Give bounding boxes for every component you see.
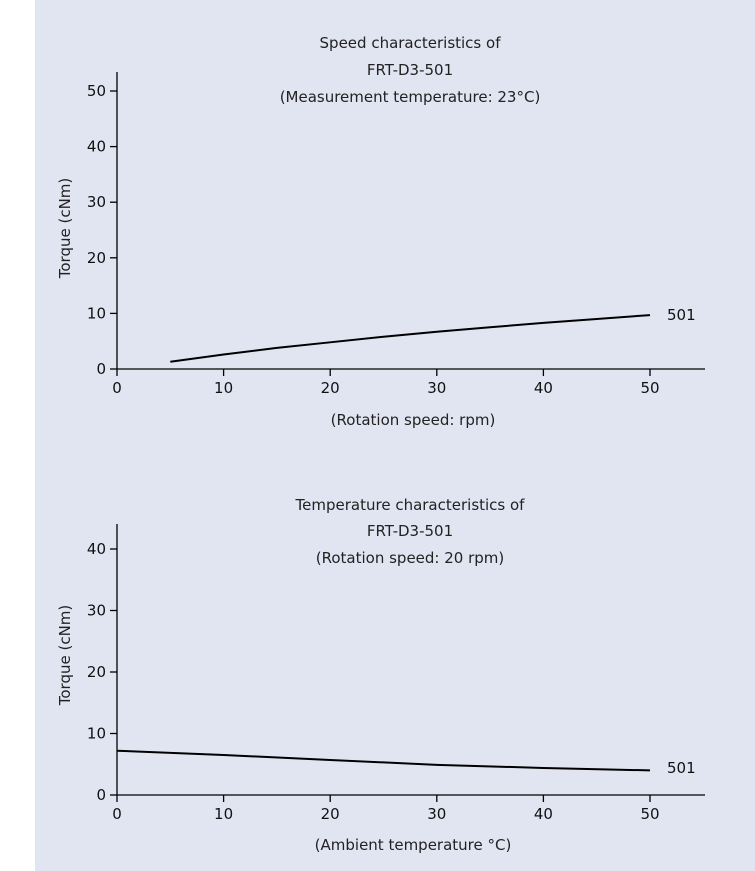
x-tick-label: 0 — [112, 379, 122, 397]
x-axis-label: (Rotation speed: rpm) — [331, 411, 496, 429]
y-tick-label: 30 — [87, 602, 106, 620]
y-tick-label: 20 — [87, 663, 106, 681]
y-tick-label: 10 — [87, 725, 106, 743]
y-tick-label: 30 — [87, 193, 106, 211]
chart-title-line-2: FRT-D3-501 — [367, 61, 453, 79]
chart-title-line-2: FRT-D3-501 — [367, 522, 453, 540]
x-ticks: 0 10 20 30 40 50 — [112, 369, 660, 397]
y-tick-label: 40 — [87, 540, 106, 558]
speed-chart: Speed characteristics of FRT-D3-501 (Mea… — [56, 34, 705, 429]
x-tick-label: 0 — [112, 805, 122, 823]
chart-panel — [35, 0, 755, 871]
chart-title-line-1: Temperature characteristics of — [295, 496, 526, 514]
x-tick-label: 20 — [321, 379, 340, 397]
series-label-501: 501 — [667, 306, 696, 324]
y-axis-label: Torque (cNm) — [56, 605, 74, 707]
y-ticks: 0 10 20 30 40 — [87, 540, 117, 804]
series-line-501 — [116, 749, 651, 772]
x-tick-label: 50 — [640, 379, 659, 397]
series-label-501: 501 — [667, 759, 696, 777]
x-tick-label: 40 — [534, 805, 553, 823]
y-tick-label: 10 — [87, 304, 106, 322]
x-tick-label: 30 — [427, 379, 446, 397]
x-tick-label: 10 — [214, 379, 233, 397]
series-line-501 — [170, 314, 651, 363]
y-axis-label: Torque (cNm) — [56, 178, 74, 280]
chart-title-line-1: Speed characteristics of — [320, 34, 502, 52]
y-tick-label: 40 — [87, 138, 106, 156]
x-tick-label: 10 — [214, 805, 233, 823]
y-ticks: 0 10 20 30 40 50 — [87, 82, 117, 378]
x-ticks: 0 10 20 30 40 50 — [112, 795, 660, 823]
temperature-chart: Temperature characteristics of FRT-D3-50… — [56, 496, 705, 854]
x-tick-label: 30 — [427, 805, 446, 823]
x-tick-label: 20 — [321, 805, 340, 823]
y-tick-label: 20 — [87, 249, 106, 267]
y-tick-label: 50 — [87, 82, 106, 100]
x-tick-label: 40 — [534, 379, 553, 397]
chart-title-line-3: (Measurement temperature: 23°C) — [280, 88, 541, 106]
chart-title-line-3: (Rotation speed: 20 rpm) — [316, 549, 505, 567]
x-tick-label: 50 — [640, 805, 659, 823]
x-axis-label: (Ambient temperature °C) — [315, 836, 512, 854]
y-tick-label: 0 — [96, 360, 106, 378]
y-tick-label: 0 — [96, 786, 106, 804]
